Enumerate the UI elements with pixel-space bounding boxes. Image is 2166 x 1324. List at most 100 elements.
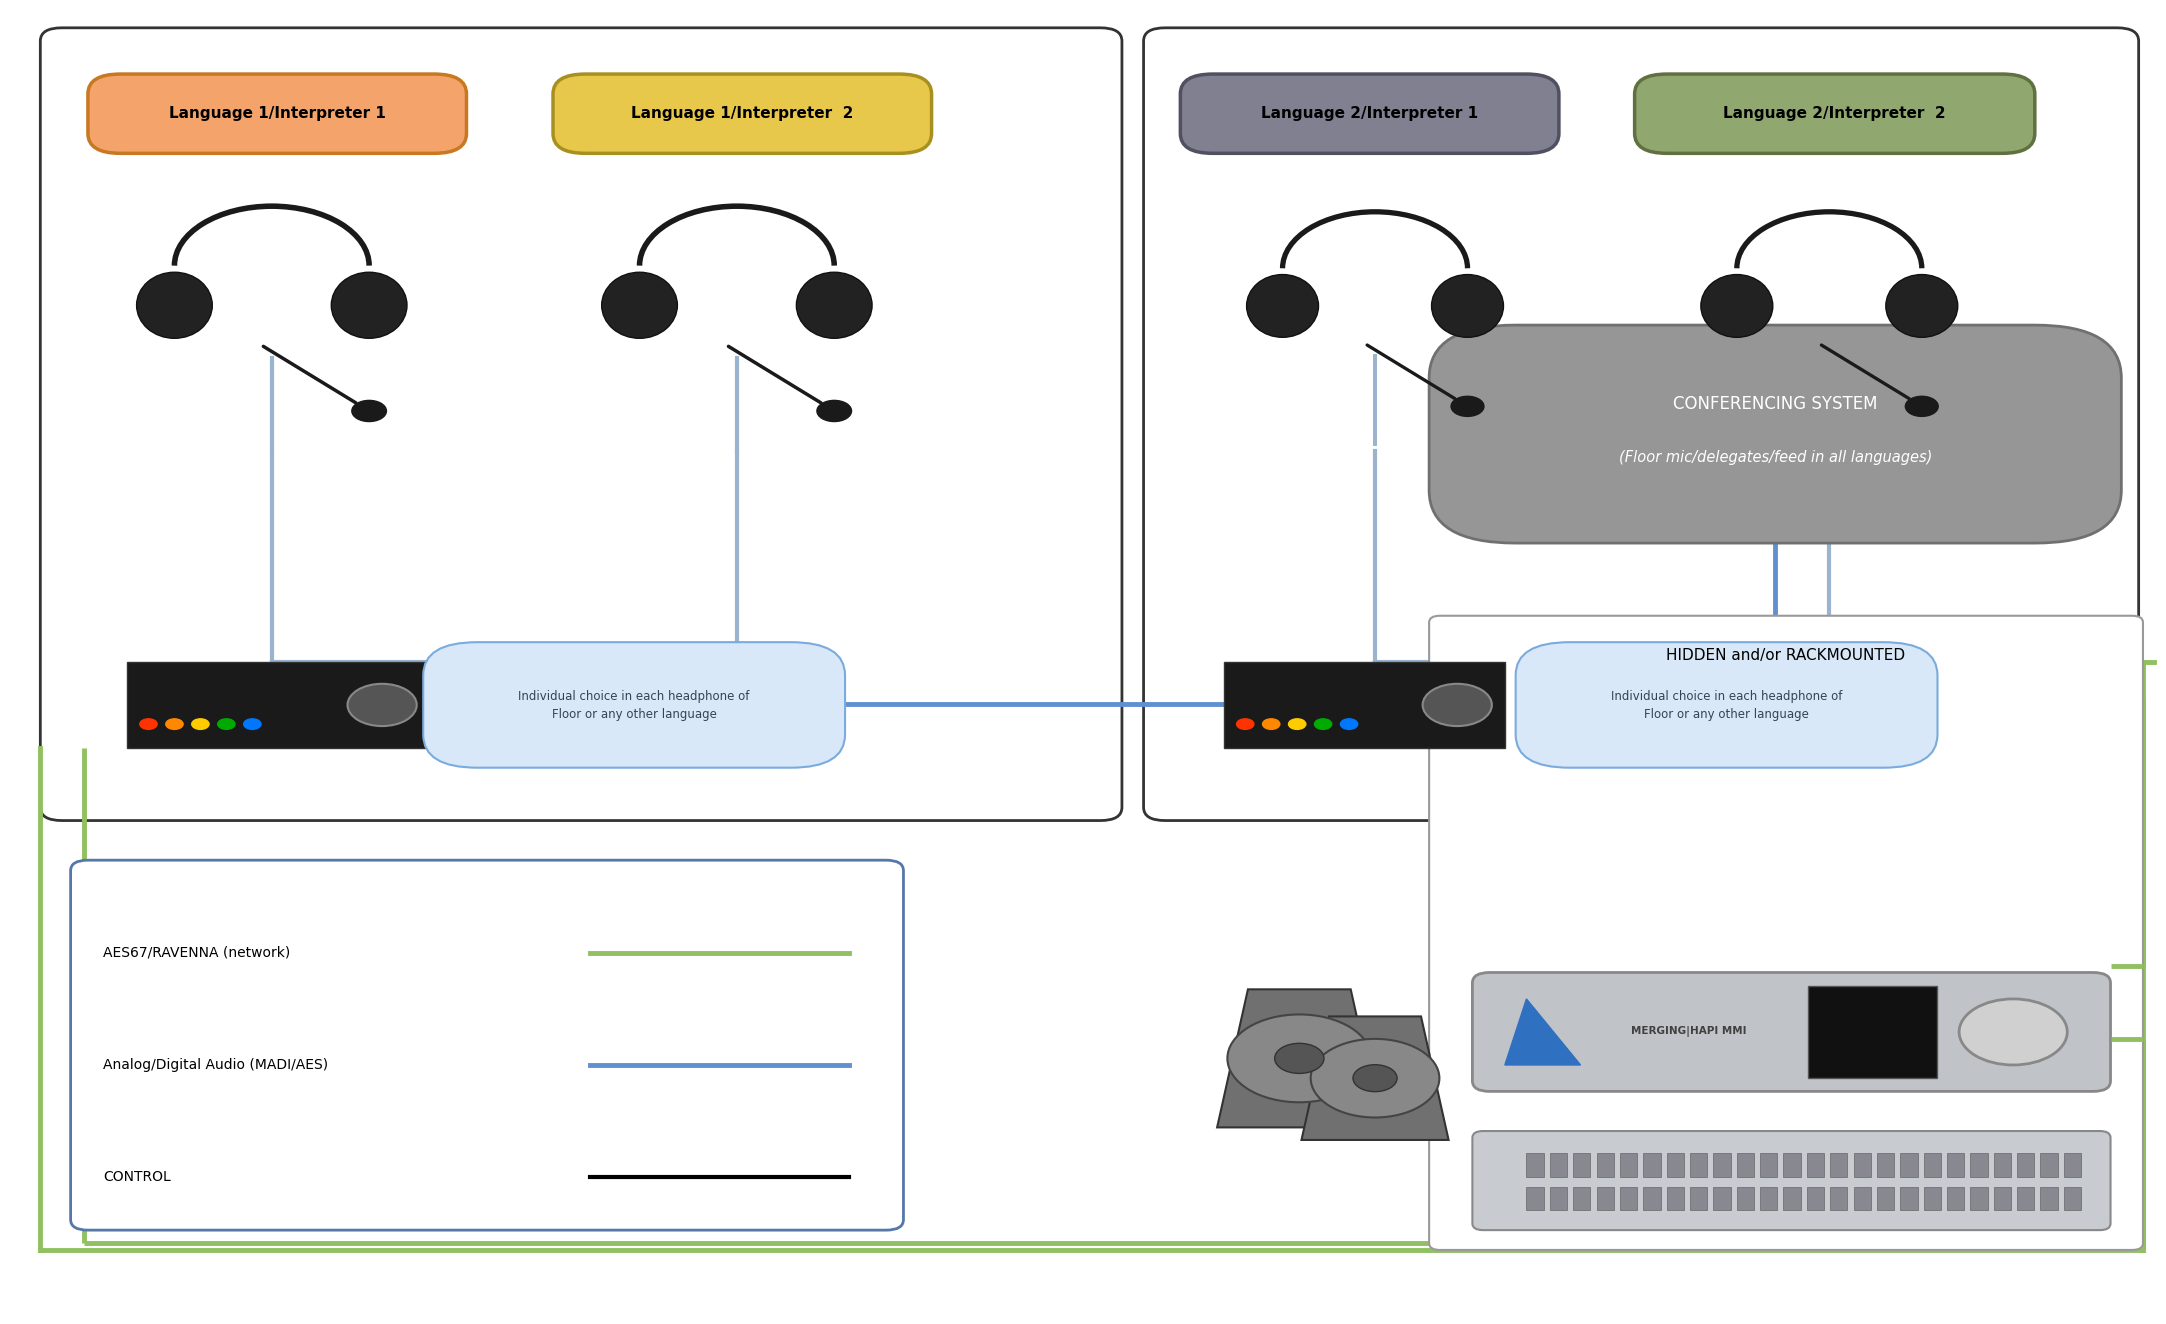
Bar (1900, 1186, 1917, 1210)
Circle shape (1958, 998, 2066, 1064)
Bar (1666, 1186, 1683, 1210)
Bar (1761, 1153, 1778, 1177)
Ellipse shape (136, 273, 212, 339)
Ellipse shape (1887, 274, 1958, 338)
Circle shape (193, 719, 210, 730)
Bar (1666, 1153, 1683, 1177)
Circle shape (1228, 1014, 1371, 1103)
Bar (1806, 1186, 1824, 1210)
Text: Language 2/Interpreter  2: Language 2/Interpreter 2 (1724, 106, 1945, 122)
FancyBboxPatch shape (1430, 326, 2121, 543)
Bar (1947, 1153, 1965, 1177)
Bar (1620, 1186, 1637, 1210)
Bar (1761, 1186, 1778, 1210)
Circle shape (1263, 719, 1280, 730)
Ellipse shape (797, 273, 873, 339)
FancyBboxPatch shape (552, 74, 931, 154)
Circle shape (1451, 396, 1484, 416)
Bar (1809, 985, 1936, 1078)
Bar (1806, 1153, 1824, 1177)
FancyBboxPatch shape (1144, 28, 2138, 821)
Text: MERGING|HAPI MMI: MERGING|HAPI MMI (1631, 1026, 1746, 1038)
Bar (128, 662, 429, 748)
Circle shape (1289, 719, 1306, 730)
Circle shape (219, 719, 236, 730)
Bar (1596, 1153, 1614, 1177)
Bar (1620, 1153, 1637, 1177)
Circle shape (141, 719, 158, 730)
Bar (1224, 662, 1505, 748)
Text: Language 1/Interpreter  2: Language 1/Interpreter 2 (630, 106, 853, 122)
Bar (1689, 1186, 1707, 1210)
Bar (1900, 1153, 1917, 1177)
Text: Language 2/Interpreter 1: Language 2/Interpreter 1 (1261, 106, 1477, 122)
Text: Individual choice in each headphone of
Floor or any other language: Individual choice in each headphone of F… (1612, 690, 1843, 722)
Bar (1854, 1153, 1871, 1177)
Text: Individual choice in each headphone of
Floor or any other language: Individual choice in each headphone of F… (518, 690, 749, 722)
Circle shape (1315, 719, 1332, 730)
Bar (2017, 1186, 2034, 1210)
Bar (1527, 1186, 1544, 1210)
FancyBboxPatch shape (1635, 74, 2034, 154)
Ellipse shape (1432, 274, 1503, 338)
Bar (2064, 1153, 2082, 1177)
Bar (1596, 1186, 1614, 1210)
Polygon shape (1505, 998, 1581, 1064)
Bar (2064, 1186, 2082, 1210)
Bar (1644, 1153, 1661, 1177)
Bar (1923, 1153, 1941, 1177)
Circle shape (351, 400, 386, 421)
FancyBboxPatch shape (89, 74, 466, 154)
Bar (1573, 1153, 1590, 1177)
FancyBboxPatch shape (41, 28, 1122, 821)
Bar (1854, 1186, 1871, 1210)
Circle shape (167, 719, 184, 730)
Bar (1527, 1153, 1544, 1177)
Bar (1878, 1186, 1895, 1210)
Bar (1993, 1186, 2010, 1210)
Circle shape (347, 683, 416, 726)
Text: HIDDEN and/or RACKMOUNTED: HIDDEN and/or RACKMOUNTED (1666, 647, 1906, 663)
Bar (1783, 1186, 1800, 1210)
Text: (Floor mic/delegates/feed in all languages): (Floor mic/delegates/feed in all languag… (1618, 450, 1932, 465)
Bar (1713, 1186, 1731, 1210)
Text: Analog/Digital Audio (MADI/AES): Analog/Digital Audio (MADI/AES) (104, 1058, 329, 1072)
Bar (1993, 1153, 2010, 1177)
Text: CONFERENCING SYSTEM: CONFERENCING SYSTEM (1672, 396, 1878, 413)
Circle shape (1274, 1043, 1323, 1074)
FancyBboxPatch shape (71, 861, 903, 1230)
Text: CONTROL: CONTROL (104, 1170, 171, 1184)
Circle shape (243, 719, 260, 730)
Bar (1551, 1153, 1568, 1177)
Bar (1971, 1186, 1988, 1210)
Bar (1878, 1153, 1895, 1177)
Circle shape (1310, 1039, 1440, 1117)
Bar (1737, 1186, 1754, 1210)
Bar (1923, 1186, 1941, 1210)
Bar (2017, 1153, 2034, 1177)
FancyBboxPatch shape (1180, 74, 1560, 154)
Ellipse shape (1700, 274, 1772, 338)
Bar (1830, 1153, 1848, 1177)
Polygon shape (1217, 989, 1382, 1128)
Circle shape (1237, 719, 1254, 730)
Circle shape (1906, 396, 1939, 416)
Bar (1644, 1186, 1661, 1210)
FancyBboxPatch shape (1473, 973, 2110, 1091)
Ellipse shape (1248, 274, 1319, 338)
Text: AES67/RAVENNA (network): AES67/RAVENNA (network) (104, 945, 290, 960)
Circle shape (1423, 683, 1492, 726)
Bar (1573, 1186, 1590, 1210)
Bar (1783, 1153, 1800, 1177)
Polygon shape (1302, 1017, 1449, 1140)
FancyBboxPatch shape (1516, 642, 1936, 768)
Bar (1971, 1153, 1988, 1177)
Bar (1689, 1153, 1707, 1177)
Bar (2040, 1186, 2058, 1210)
Bar (1947, 1186, 1965, 1210)
Bar (2040, 1153, 2058, 1177)
Ellipse shape (602, 273, 678, 339)
Bar (1551, 1186, 1568, 1210)
Text: Language 1/Interpreter 1: Language 1/Interpreter 1 (169, 106, 386, 122)
Circle shape (1341, 719, 1358, 730)
